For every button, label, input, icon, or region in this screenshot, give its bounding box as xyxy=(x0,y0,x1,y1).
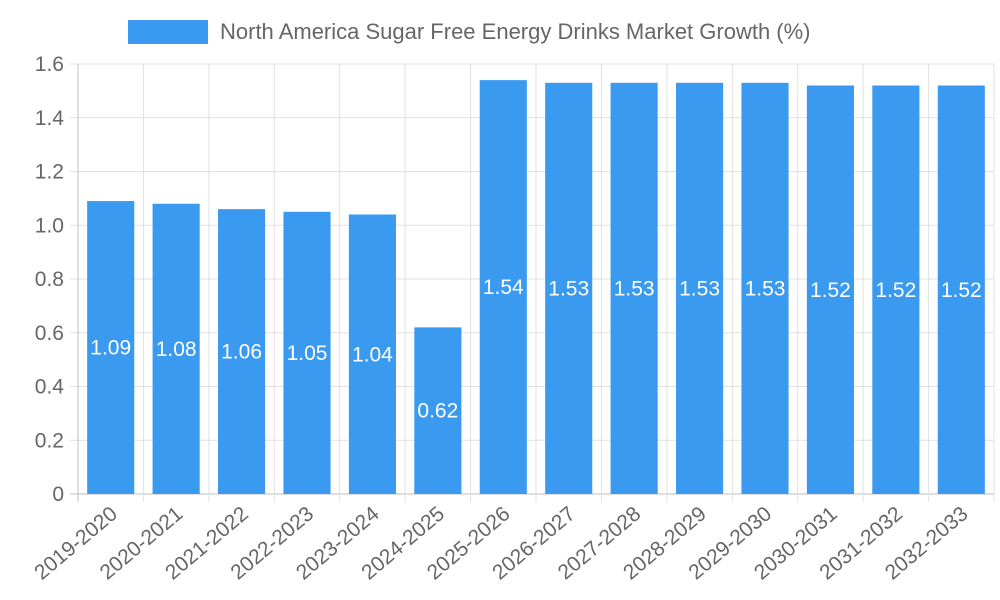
gridlines xyxy=(70,63,995,502)
bar-value-labels: 1.09 1.08 1.06 1.05 1.04 0.62 1.54 1.53 1.53 1.53… xyxy=(90,276,981,423)
bar-value-label: 1.53 xyxy=(679,277,720,300)
bar-value-label: 1.04 xyxy=(352,343,393,366)
y-tick-label: 1.4 xyxy=(35,107,65,130)
bar-value-label: 1.05 xyxy=(287,342,328,365)
bar-value-label: 1.52 xyxy=(875,279,916,302)
bar[interactable] xyxy=(545,82,593,494)
y-tick-label: 1.6 xyxy=(35,53,64,76)
y-tick-label: 0.4 xyxy=(35,376,65,399)
y-tick-label: 0.2 xyxy=(35,429,64,452)
bar-value-label: 1.54 xyxy=(483,276,524,299)
bar[interactable] xyxy=(741,82,789,494)
bar-value-label: 1.06 xyxy=(221,341,262,364)
x-axis-ticks: 2019-20202020-20212021-20222022-20232023… xyxy=(30,502,972,584)
bars xyxy=(87,80,985,494)
y-tick-label: 1.2 xyxy=(35,161,64,184)
y-tick-label: 0.8 xyxy=(35,268,64,291)
bar[interactable] xyxy=(348,214,396,495)
bar[interactable] xyxy=(610,82,658,494)
bar[interactable] xyxy=(479,80,527,494)
y-axis-ticks: 0 0.2 0.4 0.6 0.8 1.0 1.2 1.4 1.6 xyxy=(35,53,65,506)
bar[interactable] xyxy=(676,82,724,494)
bar[interactable] xyxy=(937,85,985,495)
y-tick-label: 1.0 xyxy=(35,214,64,237)
bar[interactable] xyxy=(87,201,135,494)
bar-value-label: 1.08 xyxy=(156,338,197,361)
legend[interactable]: North America Sugar Free Energy Drinks M… xyxy=(128,19,811,44)
bar-value-label: 1.53 xyxy=(745,277,786,300)
bar[interactable] xyxy=(283,211,331,494)
bar-value-label: 1.09 xyxy=(90,337,131,360)
bar-value-label: 1.52 xyxy=(941,279,982,302)
bar-value-label: 1.52 xyxy=(810,279,851,302)
bar-value-label: 1.53 xyxy=(614,277,655,300)
bar[interactable] xyxy=(152,203,200,494)
bar[interactable] xyxy=(872,85,920,495)
bar[interactable] xyxy=(414,327,462,494)
y-tick-label: 0 xyxy=(52,483,64,506)
bar[interactable] xyxy=(218,209,266,494)
bar[interactable] xyxy=(806,85,854,495)
bar-value-label: 0.62 xyxy=(417,400,458,423)
legend-swatch xyxy=(128,20,208,44)
legend-label: North America Sugar Free Energy Drinks M… xyxy=(220,19,811,44)
y-tick-label: 0.6 xyxy=(35,322,64,345)
bar-value-label: 1.53 xyxy=(548,277,589,300)
